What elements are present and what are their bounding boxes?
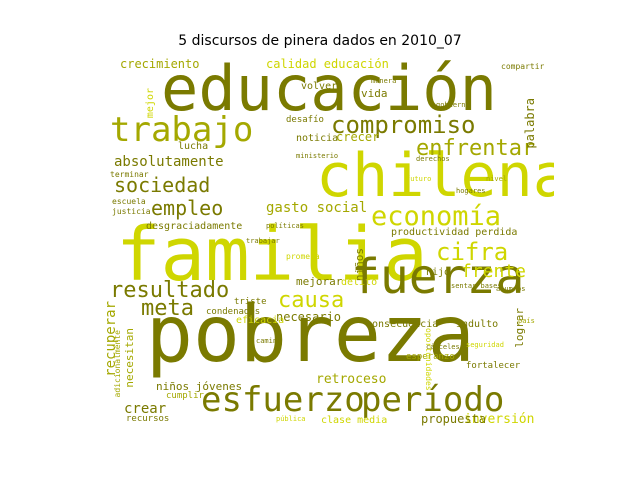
word-cloud-word: lograr (513, 308, 526, 348)
word-cloud-word: derechos (416, 155, 450, 163)
word-cloud-word: ministerio (296, 152, 339, 160)
word-cloud-word: nivel (486, 175, 508, 183)
word-cloud-word: palabra (523, 98, 537, 149)
chart-title: 5 discursos de pinera dados en 2010_07 (178, 33, 462, 49)
word-cloud-word: clase media (321, 415, 388, 426)
word-cloud-word: cumplir (166, 391, 204, 401)
word-cloud-word: promesa (286, 252, 320, 261)
word-cloud-word: propuesta (421, 412, 487, 426)
word-cloud-word: hogares (456, 187, 486, 195)
word-cloud-word: escuela (112, 197, 146, 206)
word-cloud-word: niños jóvenes (156, 380, 243, 393)
word-cloud-word: mejorar (296, 275, 343, 288)
word-cloud-word: cárceles (426, 343, 460, 351)
word-cloud-word: delito (341, 277, 378, 288)
word-cloud-word: trabajo (110, 110, 254, 150)
word-cloud-word: meta (141, 296, 194, 321)
word-cloud-word: resultado (110, 278, 230, 303)
word-cloud-word: seguridad (466, 341, 504, 349)
word-cloud-word: empleo (151, 196, 224, 220)
word-cloud-word: crecimiento (120, 58, 200, 71)
word-cloud-word: necesario (276, 310, 342, 324)
word-cloud-word: educación (161, 58, 497, 125)
word-cloud-word: justicia (112, 207, 151, 216)
word-cloud-word: condenados (206, 307, 261, 317)
word-cloud-word: compromiso (331, 111, 476, 139)
word-cloud-word: gobierno (436, 101, 470, 109)
word-cloud-word: economía (371, 201, 502, 232)
word-cloud-word: fuerza (351, 249, 525, 305)
word-cloud-word: eficacia (236, 315, 285, 326)
word-cloud-word: período (361, 380, 505, 420)
word-cloud-word: pobreza (146, 290, 475, 380)
word-cloud-word: manera (371, 77, 397, 85)
word-cloud-word: noticia (296, 133, 339, 144)
word-cloud-word: esperanzo (406, 352, 455, 362)
word-cloud-word: alumnos (496, 285, 526, 293)
word-cloud-word: enfrentar (416, 136, 536, 161)
word-cloud-word: compartir (501, 62, 545, 71)
word-cloud-word: políticas (266, 222, 304, 230)
word-cloud-word: camino (256, 337, 282, 345)
word-cloud-word: adicionalmente (113, 330, 122, 398)
word-cloud-word: sociedad (114, 173, 211, 197)
word-cloud-word: necesitan (123, 328, 136, 388)
word-cloud-word: triste (234, 297, 267, 307)
word-cloud-word: pública (276, 415, 306, 423)
word-cloud-word: inversión (464, 412, 535, 427)
word-cloud-word: desafío (286, 115, 324, 125)
word-cloud-word: mejor (145, 88, 156, 119)
word-cloud-word: familia (116, 212, 428, 298)
word-cloud-word: consecuencia (366, 319, 439, 330)
word-cloud-word: calidad educación (266, 58, 389, 71)
word-cloud-word: lucha (178, 141, 209, 152)
word-cloud-word: frente (461, 261, 527, 282)
word-cloud-word: esfuerzo (201, 380, 365, 420)
word-cloud-word: absolutamente (114, 154, 224, 170)
word-cloud-word: terminar (110, 170, 149, 179)
word-cloud-word: sentar bases (451, 282, 502, 290)
word-cloud-word: fortalecer (466, 361, 521, 371)
word-cloud-word: causa (278, 288, 345, 313)
word-cloud-word: oportunidades (424, 328, 433, 391)
word-cloud-word: indulto (456, 319, 499, 330)
word-cloud-word: desgraciadamente (146, 221, 243, 232)
word-cloud-word: retroceso (316, 372, 387, 387)
word-cloud: pobreza familia chilena educación fuerza… (106, 58, 554, 427)
word-cloud-word: cifra (436, 238, 509, 266)
word-cloud-word: crear (124, 401, 167, 417)
word-cloud-word: país (518, 317, 535, 325)
word-cloud-word: gasto social (266, 200, 368, 216)
word-cloud-word: hijo (426, 267, 451, 278)
word-cloud-word: chilena (316, 141, 554, 211)
word-cloud-word: volver (301, 81, 338, 92)
word-cloud-word: recursos (126, 414, 170, 424)
word-cloud-word: crecer (336, 130, 380, 144)
word-cloud-word: vida (361, 87, 388, 100)
word-cloud-word: productividad perdida (391, 227, 518, 238)
word-cloud-word: futuro (406, 175, 432, 183)
word-cloud-word: trabajar (246, 237, 280, 245)
